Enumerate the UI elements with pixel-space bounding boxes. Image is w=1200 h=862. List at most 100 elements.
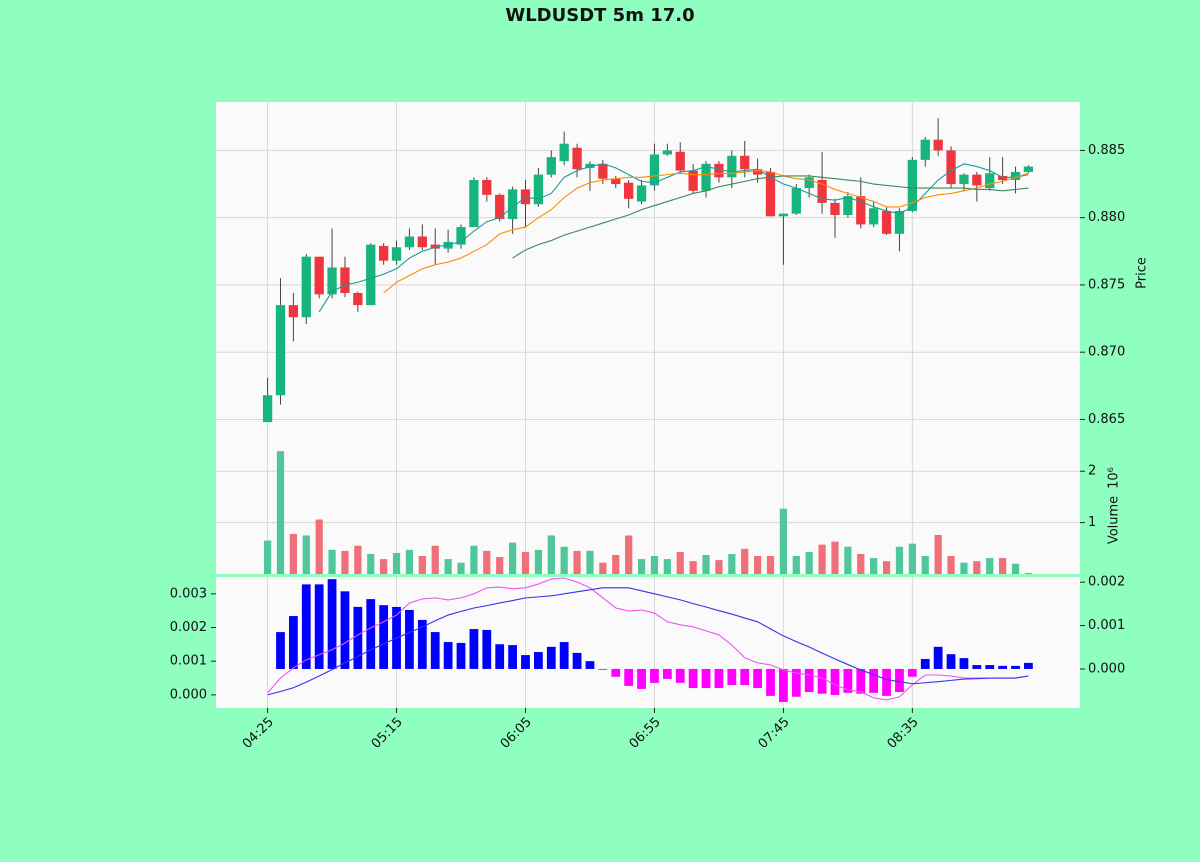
candle-body: [340, 267, 350, 294]
volume-bar: [599, 562, 607, 574]
candle-body: [856, 196, 866, 225]
macd-histogram-bar: [443, 642, 453, 669]
candle-body: [262, 395, 273, 423]
volume-bar: [676, 551, 684, 574]
volume-bar: [637, 559, 646, 574]
line: [267, 577, 1029, 701]
candle-body: [507, 189, 518, 220]
volume-bar: [380, 559, 388, 574]
volume-bar: [405, 549, 414, 574]
volume-bar: [263, 540, 272, 574]
candle-body: [804, 177, 814, 189]
volume-bar: [818, 544, 826, 574]
candle-body: [997, 175, 1008, 181]
y-tick-label: 0.002: [1088, 575, 1125, 590]
candle-body: [920, 139, 930, 160]
candle-body: [611, 178, 621, 185]
macd-histogram-bar: [766, 668, 775, 696]
candle-body: [817, 180, 827, 203]
macd-histogram-bar: [662, 668, 672, 679]
macd-histogram-bar: [714, 668, 724, 689]
candle-body: [417, 236, 427, 248]
macd-histogram-bar: [456, 642, 466, 669]
volume-bar: [1024, 572, 1033, 574]
candle-body: [456, 227, 466, 245]
candle-body: [778, 213, 789, 217]
macd-histogram-bar: [650, 668, 659, 683]
candle-body: [959, 174, 969, 185]
y-tick-label: 0.875: [1088, 277, 1125, 292]
volume-bar: [792, 556, 800, 574]
volume-bar: [650, 556, 659, 574]
candle-body: [391, 247, 402, 261]
candle-body: [275, 305, 286, 396]
volume-bar: [663, 559, 671, 574]
macd-histogram-bar: [727, 668, 737, 686]
macd-histogram-bar: [301, 584, 311, 669]
candle-body: [430, 244, 440, 249]
candle-body: [662, 150, 672, 155]
candle-body: [740, 155, 750, 170]
volume-bar: [367, 553, 375, 574]
volume-bar: [1011, 563, 1020, 574]
candle-body: [881, 210, 892, 234]
macd-histogram-bar: [559, 642, 569, 669]
candle-body: [624, 182, 634, 199]
candle-body: [585, 163, 595, 168]
candle-body: [1010, 171, 1021, 181]
volume-bar: [392, 552, 401, 574]
candle-body: [1023, 166, 1034, 172]
candle-body: [559, 143, 569, 162]
volume-bar: [625, 535, 633, 574]
macd-histogram-bar: [585, 661, 595, 669]
candle-body: [495, 194, 505, 220]
macd-histogram-bar: [675, 668, 685, 683]
volume-bar: [779, 508, 788, 574]
volume-bar: [999, 558, 1007, 574]
candle-body: [366, 244, 376, 306]
macd-histogram-bar: [830, 668, 840, 695]
candle-body: [985, 173, 995, 189]
y-tick-label: 0.001: [1088, 618, 1125, 633]
volume-bar: [586, 550, 594, 574]
candle-body: [314, 256, 324, 295]
macd-histogram-bar: [972, 665, 982, 669]
macd-histogram-bar: [843, 668, 853, 693]
macd-histogram-bar: [624, 668, 634, 686]
macd-histogram-bar: [998, 665, 1008, 669]
candle-body: [727, 155, 737, 178]
candle-body: [830, 202, 840, 215]
volume-bar: [689, 561, 697, 574]
macd-histogram-bar: [817, 668, 827, 694]
macd-histogram-bar: [598, 668, 608, 670]
volume-bar: [947, 556, 955, 574]
candle-body: [869, 208, 879, 225]
volume-bar: [908, 543, 916, 574]
volume-bar: [960, 562, 968, 574]
macd-histogram-bar: [353, 606, 363, 669]
macd-histogram-bar: [791, 668, 801, 697]
candle-body: [843, 196, 853, 215]
candle-body: [572, 147, 582, 170]
macd-histogram-bar: [753, 668, 762, 689]
volume-bar: [315, 519, 323, 574]
macd-histogram-bar: [688, 668, 698, 689]
macd-histogram-bar: [482, 629, 492, 669]
candle-body: [791, 188, 801, 214]
macd-histogram-bar: [314, 584, 324, 669]
volume-axis-label: Volume: [1107, 496, 1122, 544]
volume-bar: [341, 550, 349, 574]
macd-histogram-bar: [959, 658, 969, 669]
macd-histogram-bar: [779, 668, 788, 702]
volume-bar: [302, 535, 310, 574]
y-tick-label: 0.870: [1088, 345, 1125, 360]
candle-body: [701, 163, 711, 191]
candle-body: [598, 163, 608, 179]
volume-bar: [870, 558, 878, 574]
macd-histogram-bar: [546, 646, 556, 669]
macd-histogram-bar: [637, 668, 646, 689]
volume-bar: [715, 560, 723, 574]
price-axis-label: Price: [1135, 257, 1150, 289]
y-tick-label: 0.003: [170, 586, 207, 601]
y-tick-label: 1: [1088, 515, 1096, 530]
